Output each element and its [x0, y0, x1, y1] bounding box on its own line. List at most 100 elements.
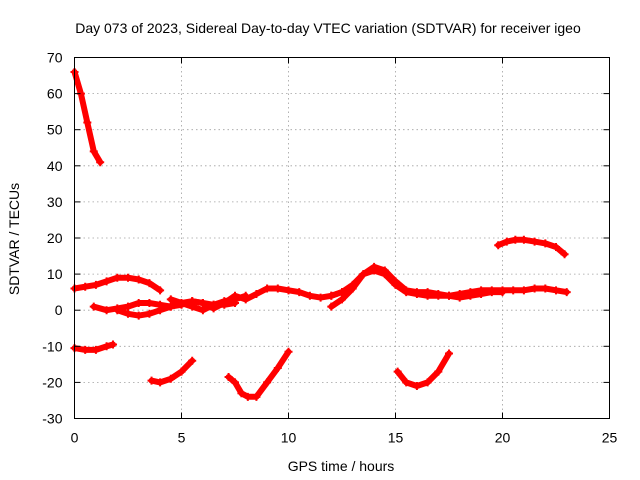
series-arc-3 — [70, 340, 118, 354]
data-point — [338, 295, 346, 304]
axis-ticks: -30 -20 -10 0 10 20 30 40 50 60 70 0 5 10 15 20 25 — [42, 50, 617, 446]
series-line — [394, 350, 452, 389]
series-layer — [70, 67, 571, 401]
data-point — [305, 291, 314, 300]
data-point — [102, 277, 111, 286]
data-point — [348, 280, 357, 289]
data-point — [263, 284, 272, 293]
data-point — [124, 302, 132, 311]
y-tick-label: 30 — [47, 194, 63, 210]
data-point — [477, 286, 486, 295]
data-point — [370, 262, 379, 271]
series-arc-11 — [393, 349, 453, 391]
x-tick-label: 15 — [388, 430, 404, 446]
data-point — [402, 286, 411, 295]
data-point — [91, 280, 100, 289]
y-axis-label: SDTVAR / TECUs — [6, 183, 22, 295]
data-point — [177, 298, 186, 307]
data-point — [198, 306, 207, 315]
data-point — [166, 295, 175, 304]
data-point — [81, 282, 90, 291]
data-point — [113, 273, 122, 282]
data-point — [102, 306, 111, 315]
data-point — [166, 374, 175, 383]
data-point — [96, 158, 105, 167]
series-line — [71, 68, 104, 166]
y-tick-label: 60 — [47, 86, 63, 102]
series-arc-12 — [494, 235, 569, 259]
data-point — [134, 275, 143, 284]
data-point — [89, 147, 98, 156]
data-point — [188, 297, 197, 306]
data-point — [530, 284, 539, 293]
data-point — [511, 235, 520, 244]
data-point — [541, 239, 550, 248]
data-point — [241, 295, 250, 304]
data-point — [423, 288, 432, 297]
y-tick-label: 40 — [47, 158, 63, 174]
y-tick-label: -20 — [42, 374, 62, 390]
data-point — [124, 273, 132, 282]
series-line — [225, 348, 292, 400]
grid-lines — [74, 57, 610, 419]
data-point — [393, 367, 402, 376]
series-line — [328, 263, 570, 299]
data-point — [109, 340, 118, 349]
data-point — [338, 288, 346, 297]
data-point — [391, 277, 400, 286]
data-point — [156, 286, 165, 295]
data-point — [145, 309, 154, 318]
x-tick-label: 0 — [71, 430, 79, 446]
y-tick-label: 20 — [47, 230, 63, 246]
data-point — [487, 286, 496, 295]
data-point — [562, 288, 571, 297]
data-point — [327, 302, 336, 311]
y-tick-label: -10 — [42, 338, 62, 354]
data-point — [412, 382, 421, 391]
data-point — [81, 345, 90, 354]
data-point — [145, 298, 154, 307]
data-point — [89, 302, 98, 311]
series-arc-8 — [224, 347, 293, 401]
x-axis-label: GPS time / hours — [288, 458, 395, 474]
data-point — [284, 286, 293, 295]
data-point — [134, 298, 143, 307]
data-point — [145, 279, 154, 288]
data-point — [231, 291, 239, 300]
data-point — [530, 237, 539, 246]
y-tick-label: 70 — [47, 50, 63, 66]
data-point — [83, 118, 92, 127]
data-point — [263, 378, 272, 387]
series-arc-10 — [327, 262, 571, 300]
data-point — [466, 288, 475, 297]
data-point — [455, 289, 464, 298]
x-tick-label: 10 — [281, 430, 297, 446]
data-point — [434, 367, 443, 376]
x-tick-label: 25 — [602, 430, 618, 446]
data-point — [220, 298, 229, 307]
x-tick-label: 20 — [495, 430, 511, 446]
series-arc-1 — [70, 67, 105, 167]
data-point — [423, 378, 432, 387]
series-arc-6 — [147, 356, 197, 387]
y-tick-label: 0 — [55, 302, 63, 318]
data-point — [412, 288, 421, 297]
data-point — [113, 306, 122, 315]
data-point — [316, 293, 325, 302]
data-point — [445, 349, 453, 358]
y-tick-label: -30 — [42, 411, 62, 427]
data-point — [519, 235, 528, 244]
data-point — [252, 289, 261, 298]
series-arc-2 — [70, 273, 165, 295]
data-point — [252, 392, 261, 401]
y-tick-label: 50 — [47, 122, 63, 138]
data-point — [434, 289, 443, 298]
data-point — [237, 389, 246, 398]
data-point — [156, 378, 165, 387]
data-point — [273, 284, 282, 293]
data-point — [445, 291, 453, 300]
data-point — [124, 309, 132, 318]
x-tick-label: 5 — [178, 430, 186, 446]
data-point — [102, 342, 111, 351]
